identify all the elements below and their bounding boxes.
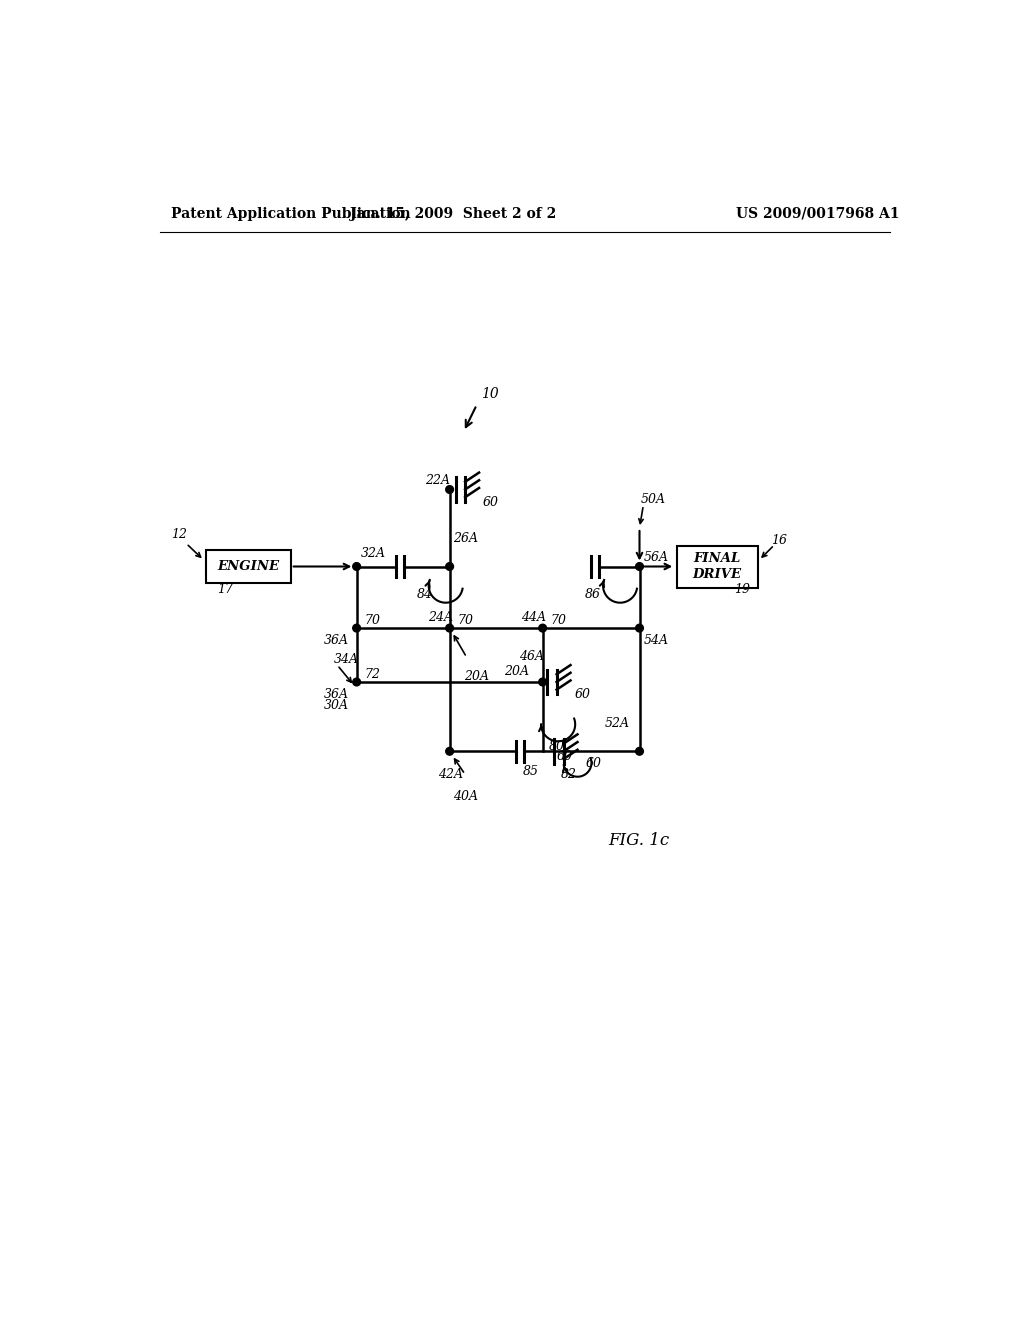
Text: FIG. 1c: FIG. 1c — [608, 832, 670, 849]
Text: 46A: 46A — [519, 649, 545, 663]
Text: 16: 16 — [771, 535, 787, 548]
Circle shape — [636, 562, 643, 570]
Bar — [206, 550, 291, 582]
Text: 82: 82 — [560, 768, 577, 781]
Text: 54A: 54A — [643, 635, 669, 647]
Text: 60: 60 — [574, 688, 591, 701]
Text: 10: 10 — [480, 387, 499, 401]
Text: Jan. 15, 2009  Sheet 2 of 2: Jan. 15, 2009 Sheet 2 of 2 — [350, 207, 557, 220]
Text: 26A: 26A — [454, 532, 478, 545]
Circle shape — [539, 624, 547, 632]
Text: 60: 60 — [557, 750, 572, 763]
Text: 34A: 34A — [334, 653, 358, 665]
Text: 30A: 30A — [324, 700, 349, 711]
Text: 12: 12 — [171, 528, 186, 541]
Circle shape — [352, 624, 360, 632]
Text: 32A: 32A — [360, 548, 385, 560]
Text: 20A: 20A — [464, 671, 488, 684]
Circle shape — [352, 562, 360, 570]
Text: 44A: 44A — [521, 611, 546, 624]
Text: 22A: 22A — [425, 474, 450, 487]
Text: 70: 70 — [458, 614, 473, 627]
Text: 52A: 52A — [604, 717, 630, 730]
Text: 85: 85 — [523, 766, 540, 779]
Text: 17: 17 — [217, 583, 233, 597]
Text: 36A: 36A — [324, 688, 349, 701]
Text: US 2009/0017968 A1: US 2009/0017968 A1 — [736, 207, 899, 220]
Circle shape — [445, 562, 454, 570]
Text: 19: 19 — [734, 583, 750, 597]
Text: 72: 72 — [365, 668, 380, 681]
Text: 56A: 56A — [643, 552, 669, 564]
Text: FINAL
DRIVE: FINAL DRIVE — [692, 553, 741, 581]
Circle shape — [539, 678, 547, 686]
Text: 50A: 50A — [641, 494, 666, 507]
Circle shape — [636, 624, 643, 632]
Text: 70: 70 — [365, 614, 380, 627]
Text: 60: 60 — [483, 496, 499, 508]
Bar — [677, 545, 758, 589]
Text: 60: 60 — [586, 758, 601, 771]
Text: 36A: 36A — [324, 635, 349, 647]
Text: 80: 80 — [549, 739, 565, 752]
Text: 84: 84 — [417, 589, 433, 601]
Text: Patent Application Publication: Patent Application Publication — [171, 207, 411, 220]
Text: 24A: 24A — [428, 611, 453, 624]
Text: 42A: 42A — [438, 768, 463, 781]
Text: ENGINE: ENGINE — [217, 560, 280, 573]
Text: 70: 70 — [550, 614, 566, 627]
Circle shape — [445, 624, 454, 632]
Text: 86: 86 — [586, 589, 601, 601]
Text: 40A: 40A — [454, 789, 478, 803]
Circle shape — [636, 747, 643, 755]
Text: 20A: 20A — [504, 665, 528, 678]
Circle shape — [352, 678, 360, 686]
Circle shape — [445, 747, 454, 755]
Circle shape — [445, 486, 454, 494]
